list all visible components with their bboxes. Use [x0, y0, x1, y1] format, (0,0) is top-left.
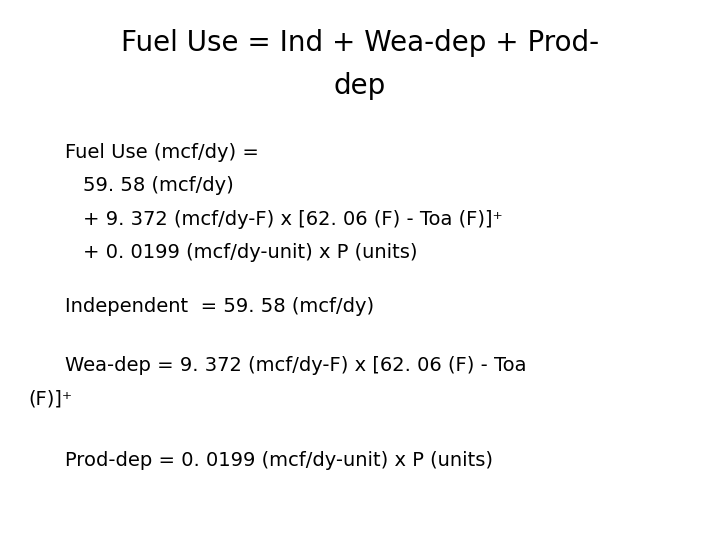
Text: (F)]⁺: (F)]⁺	[29, 390, 73, 409]
Text: dep: dep	[334, 72, 386, 100]
Text: Prod-dep = 0. 0199 (mcf/dy-unit) x P (units): Prod-dep = 0. 0199 (mcf/dy-unit) x P (un…	[65, 451, 492, 470]
Text: + 0. 0199 (mcf/dy-unit) x P (units): + 0. 0199 (mcf/dy-unit) x P (units)	[83, 244, 418, 262]
Text: Fuel Use (mcf/dy) =: Fuel Use (mcf/dy) =	[65, 143, 258, 162]
Text: 59. 58 (mcf/dy): 59. 58 (mcf/dy)	[83, 177, 233, 195]
Text: Fuel Use = Ind + Wea-dep + Prod-: Fuel Use = Ind + Wea-dep + Prod-	[121, 29, 599, 57]
Text: + 9. 372 (mcf/dy-F) x [62. 06 (F) - Toa (F)]⁺: + 9. 372 (mcf/dy-F) x [62. 06 (F) - Toa …	[83, 210, 503, 229]
Text: Wea-dep = 9. 372 (mcf/dy-F) x [62. 06 (F) - Toa: Wea-dep = 9. 372 (mcf/dy-F) x [62. 06 (F…	[65, 356, 526, 375]
Text: Independent  = 59. 58 (mcf/dy): Independent = 59. 58 (mcf/dy)	[65, 297, 374, 316]
